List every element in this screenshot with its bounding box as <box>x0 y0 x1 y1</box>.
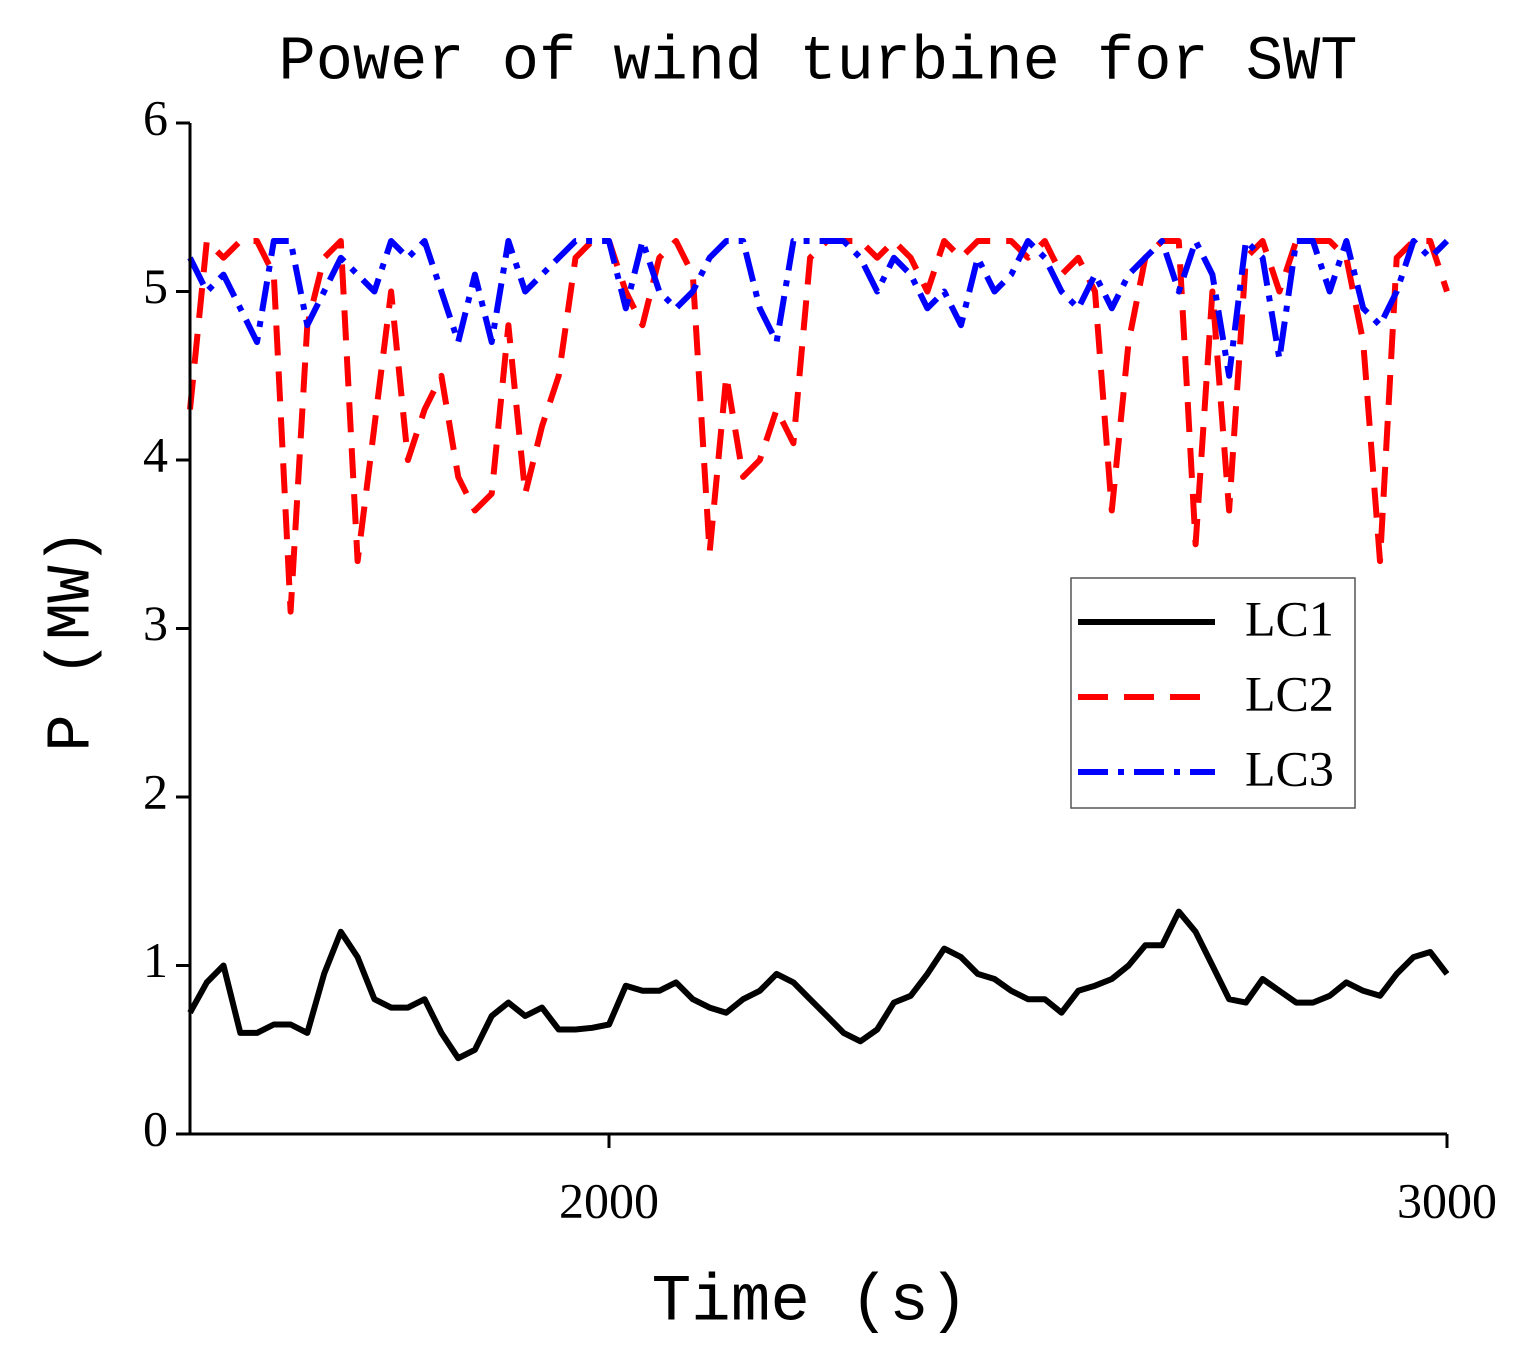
legend-label: LC2 <box>1245 665 1334 721</box>
data-line <box>187 238 1450 615</box>
y-tick-label: 0 <box>143 1100 168 1156</box>
y-tick-label: 6 <box>143 89 168 145</box>
legend-label: LC1 <box>1245 590 1334 646</box>
x-tick-label: 3000 <box>1397 1172 1497 1228</box>
y-tick-label: 2 <box>143 763 168 819</box>
data-line <box>187 908 1450 1062</box>
x-axis-label: Time (s) <box>652 1264 969 1339</box>
y-tick-label: 4 <box>143 426 168 482</box>
chart-title: Power of wind turbine for SWT <box>279 26 1358 97</box>
y-tick-label: 1 <box>143 932 168 988</box>
y-axis-label: P (MW) <box>36 528 107 751</box>
data-line <box>187 238 1450 379</box>
y-tick-label: 5 <box>143 258 168 314</box>
x-tick-label: 2000 <box>559 1172 659 1228</box>
y-tick-label: 3 <box>143 595 168 651</box>
legend-label: LC3 <box>1245 740 1334 796</box>
